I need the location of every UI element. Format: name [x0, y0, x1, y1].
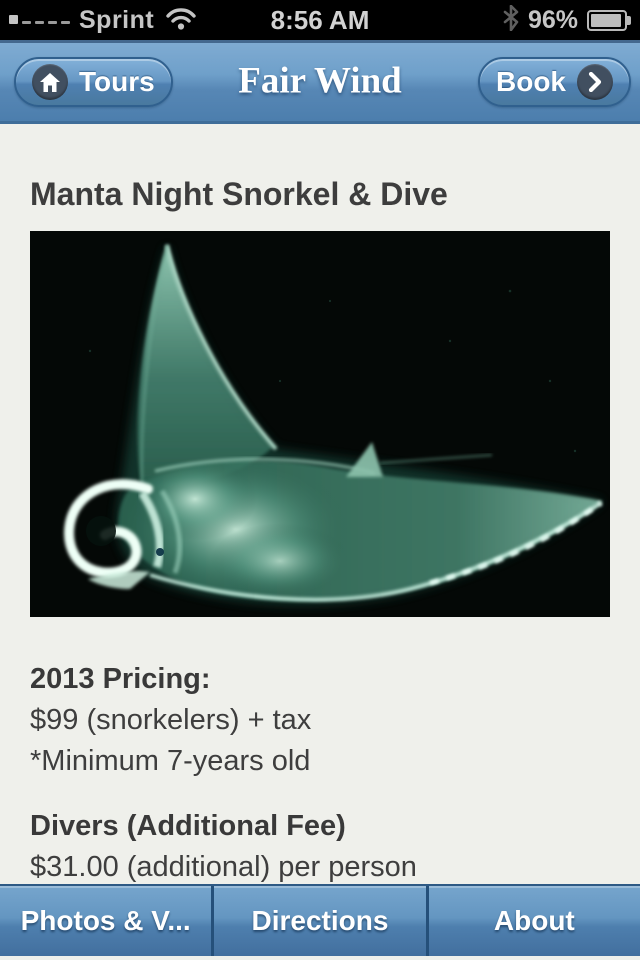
nav-directions-label: Directions	[251, 905, 389, 936]
nav-directions-button[interactable]: Directions	[214, 886, 429, 956]
signal-strength-icon	[9, 12, 70, 28]
battery-percent-label: 96%	[527, 5, 578, 34]
tours-button-label: Tours	[79, 66, 155, 97]
pricing-title: 2013 Pricing:	[30, 663, 211, 695]
page-title: Manta Night Snorkel & Dive	[30, 176, 448, 212]
pricing-line-snorkelers: $99 (snorkelers) + tax	[30, 704, 312, 736]
chevron-right-icon	[577, 64, 613, 100]
nav-photos-videos-label: Photos & V...	[20, 905, 191, 936]
battery-icon	[587, 9, 631, 31]
nav-about-button[interactable]: About	[428, 886, 640, 956]
book-button-label: Book	[496, 66, 566, 97]
divers-line-price: $31.00 (additional) per person	[30, 851, 417, 883]
manta-ray-photo	[30, 231, 610, 617]
status-bar: Sprint 8:56 AM 96%	[0, 0, 640, 40]
clock-time: 8:56 AM	[270, 4, 370, 35]
header-bar: Fair Wind Tours Book	[0, 40, 640, 124]
carrier-label: Sprint	[79, 5, 155, 34]
bottom-navbar: Photos & V... Directions About	[0, 884, 640, 956]
app-title: Fair Wind	[238, 60, 402, 102]
home-icon	[32, 64, 68, 100]
book-forward-button[interactable]: Book	[478, 57, 631, 107]
nav-about-label: About	[493, 905, 575, 936]
nav-photos-videos-button[interactable]: Photos & V...	[0, 886, 215, 956]
tours-back-button[interactable]: Tours	[14, 57, 173, 107]
divers-title: Divers (Additional Fee)	[30, 810, 346, 842]
pricing-section: 2013 Pricing: $99 (snorkelers) + tax *Mi…	[30, 659, 610, 782]
pricing-line-minimum-age: *Minimum 7-years old	[30, 745, 311, 777]
wifi-icon	[166, 7, 196, 35]
bluetooth-icon	[503, 4, 519, 36]
page-content: Manta Night Snorkel & Dive	[0, 124, 640, 960]
